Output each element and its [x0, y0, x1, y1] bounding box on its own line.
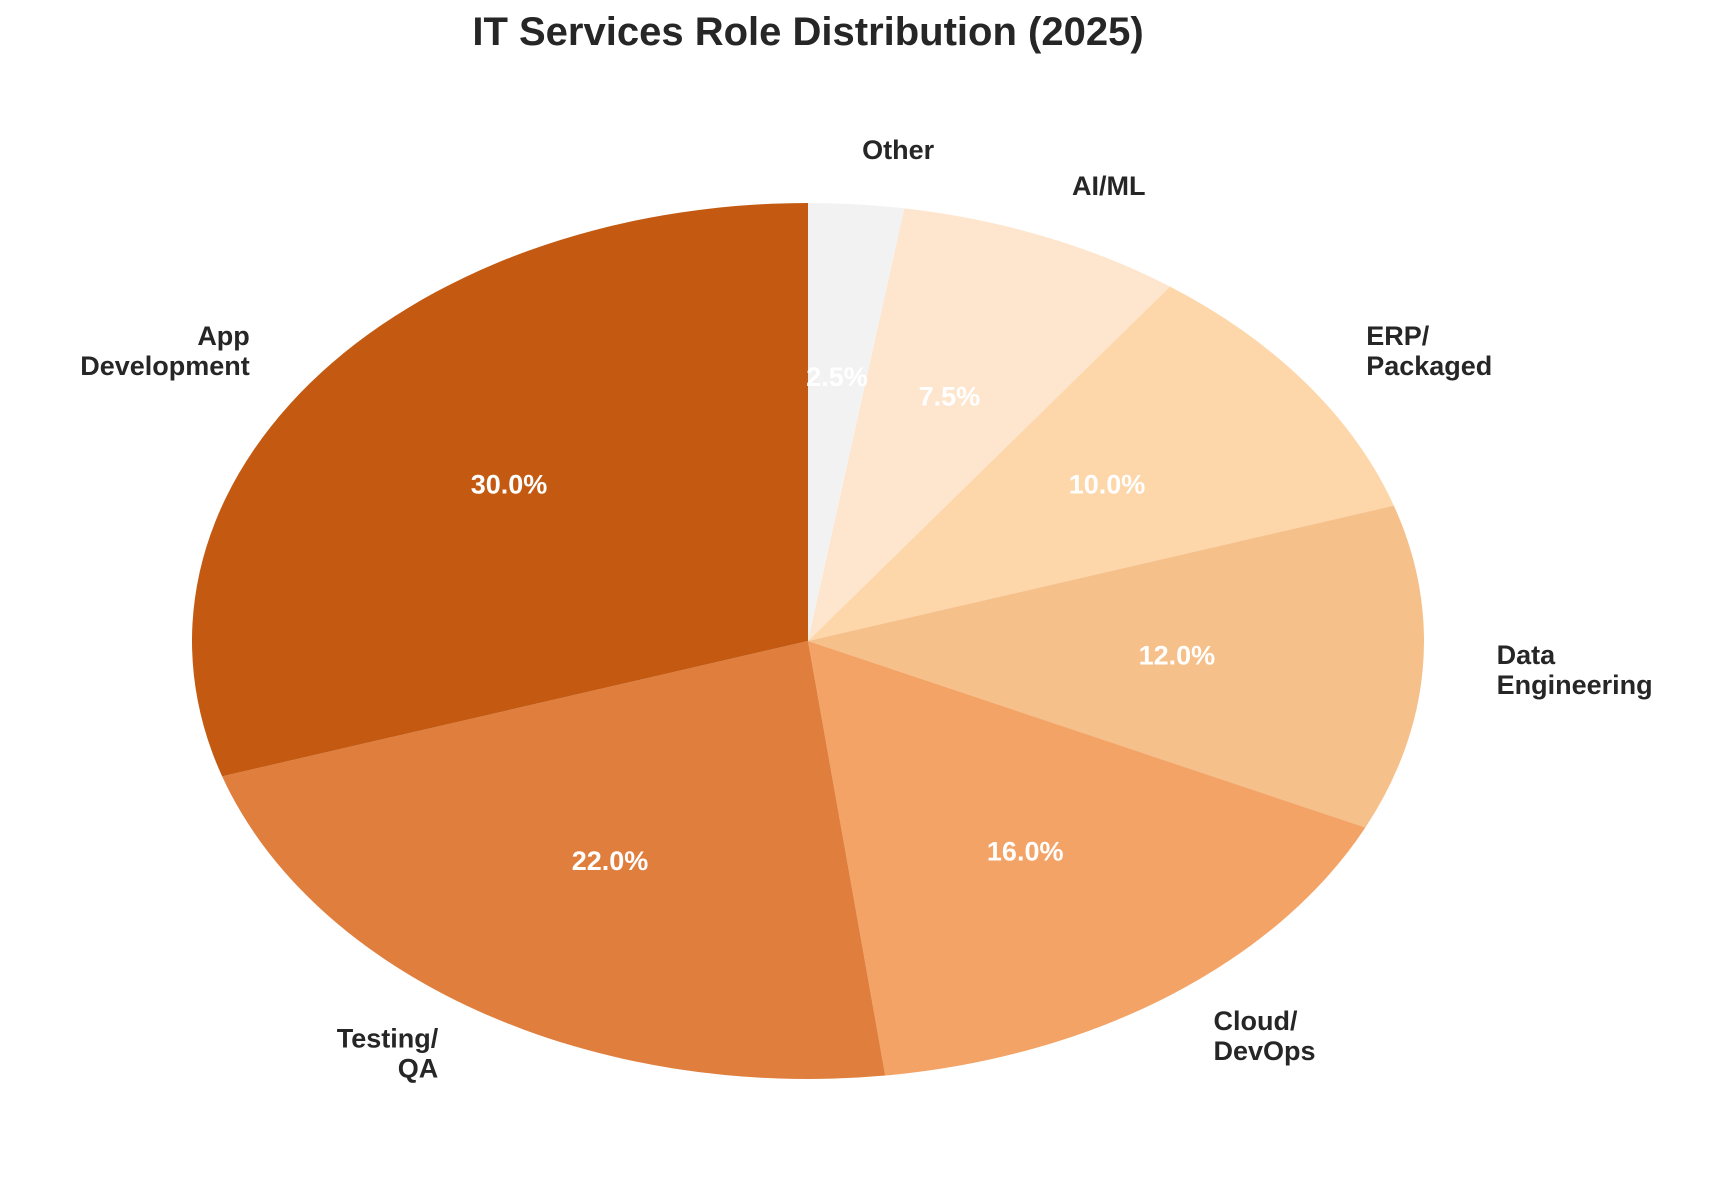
pie-slice-app-development [192, 203, 808, 777]
category-label-testing-qa: Testing/QA [337, 1023, 439, 1083]
pie-slice-cloud-devops [808, 641, 1366, 1076]
category-label-line: App [197, 321, 249, 351]
category-label-line: Engineering [1497, 670, 1653, 700]
category-labels: Other AI/ML ERP/Packaged Data Engineering Clo… [80, 135, 1652, 1083]
chart-title: IT Services Role Distribution (2025) [472, 10, 1143, 54]
category-label-line: Data [1497, 640, 1557, 670]
percentage-labels: 2.5% 7.5% 10.0% 12.0% 16.0% 22.0% 30.0% [471, 362, 1215, 876]
category-label-line: Other [862, 135, 935, 165]
category-label-line: AI/ML [1072, 171, 1146, 201]
pct-label-testing-qa: 22.0% [572, 846, 649, 876]
category-label-line: ERP/ [1366, 321, 1430, 351]
pie-slice-data-engineering [808, 505, 1424, 828]
pie-slice-ai-ml [808, 208, 1171, 641]
category-label-erp-packaged: ERP/Packaged [1366, 321, 1492, 381]
category-label-cloud-devops: Cloud/DevOps [1214, 1006, 1316, 1066]
category-label-other: Other [862, 135, 935, 165]
category-label-data-engineering: Data Engineering [1497, 640, 1653, 700]
category-label-ai-ml: AI/ML [1072, 171, 1146, 201]
category-label-app-development: App Development [80, 321, 250, 381]
pct-label-data-engineering: 12.0% [1139, 641, 1216, 671]
pie-slice-erp-packaged [808, 286, 1394, 641]
pct-label-ai-ml: 7.5% [919, 381, 981, 411]
category-label-line: Development [80, 351, 250, 381]
pie-slice-testing-qa [222, 641, 886, 1080]
category-label-line: DevOps [1214, 1036, 1316, 1066]
pct-label-erp-packaged: 10.0% [1069, 470, 1146, 500]
category-label-line: QA [398, 1053, 439, 1083]
category-label-line: Cloud/ [1214, 1006, 1298, 1036]
category-label-line: Testing/ [337, 1023, 439, 1053]
pct-label-other: 2.5% [806, 362, 868, 392]
pct-label-cloud-devops: 16.0% [987, 837, 1064, 867]
pct-label-app-development: 30.0% [471, 470, 548, 500]
pie-slices [192, 203, 1424, 1080]
category-label-line: Packaged [1366, 351, 1492, 381]
pie-slice-other [808, 203, 905, 641]
